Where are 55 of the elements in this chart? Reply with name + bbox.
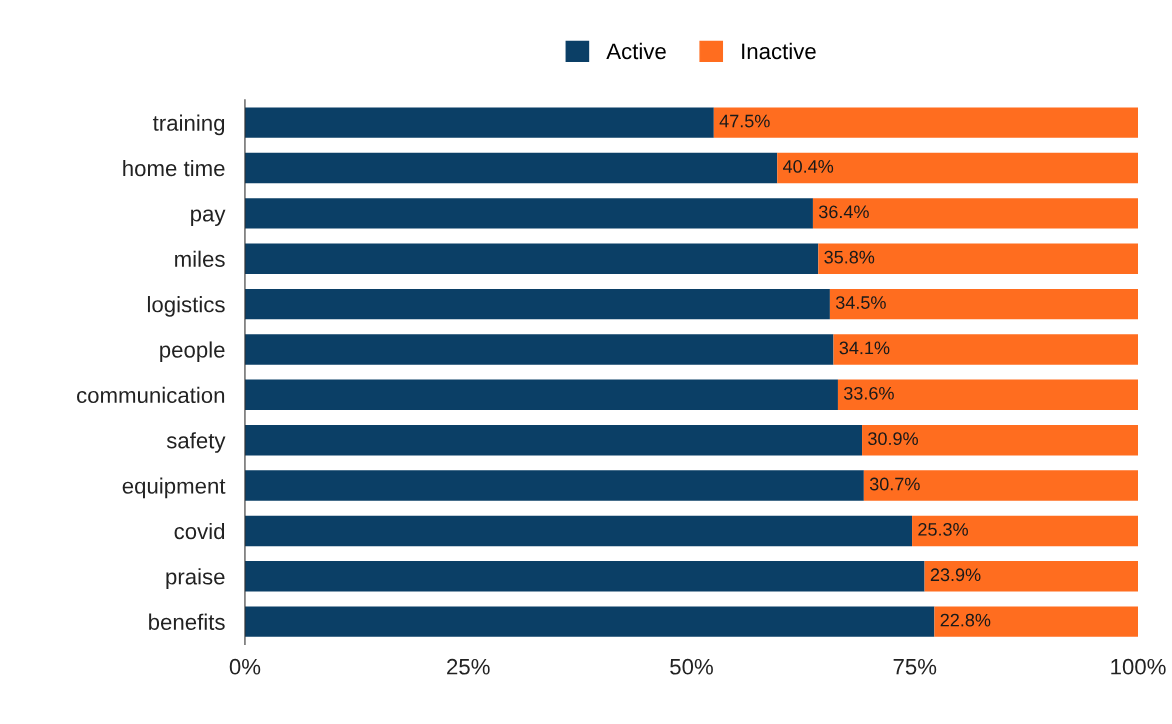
x-tick-label: 25% [447,658,490,675]
data-label: 22.8% [940,613,991,627]
bar [244,470,864,501]
bar [934,606,1139,637]
bar [837,379,1139,411]
bar [244,107,714,138]
data-label: 34.1% [839,341,890,355]
bar [244,288,830,320]
bar [863,470,1139,501]
bar [244,515,913,547]
x-tick-label: 0% [229,658,261,675]
y-tick-label: communication [77,386,225,404]
bar [244,152,778,184]
data-label: 36.4% [818,205,869,219]
bar [777,152,1139,184]
legend-label: Inactive [742,42,816,60]
bar [244,606,935,637]
legend-label: Active [606,42,666,60]
bar [924,561,1139,592]
y-tick-label: logistics [147,296,225,317]
bar [244,198,813,229]
data-label: 35.8% [824,250,875,264]
data-label: 25.3% [918,522,968,536]
bar [244,243,819,274]
y-tick-label: equipment [122,477,226,499]
y-tick-label: training [152,114,225,136]
bar [244,561,925,592]
data-label: 40.4% [782,160,834,173]
data-label: 30.7% [869,477,920,491]
data-label: 47.5% [719,114,770,128]
x-tick-label: 100% [1111,658,1166,675]
y-tick-label: pay [191,209,226,226]
bar [713,107,1139,138]
x-tick-label: 75% [893,658,937,675]
y-tick-label: benefits [149,613,225,630]
y-tick-label: miles [175,250,225,267]
x-tick-label: 50% [670,658,713,675]
bar [818,243,1139,274]
data-label: 30.9% [868,432,918,446]
bar [829,288,1139,320]
y-tick-label: home time [123,159,225,177]
bar [244,334,834,365]
data-label: 23.9% [930,568,981,582]
bar [812,198,1139,229]
data-label: 33.6% [843,386,894,400]
data-label: 34.5% [835,296,886,309]
bar [833,334,1139,365]
bar [244,379,838,411]
y-tick-label: praise [166,568,225,589]
y-tick-label: safety [166,432,226,453]
bar [862,424,1139,456]
bar [244,424,863,456]
y-tick-label: covid [174,522,225,540]
y-tick-label: people [160,341,225,363]
bar [912,515,1139,547]
